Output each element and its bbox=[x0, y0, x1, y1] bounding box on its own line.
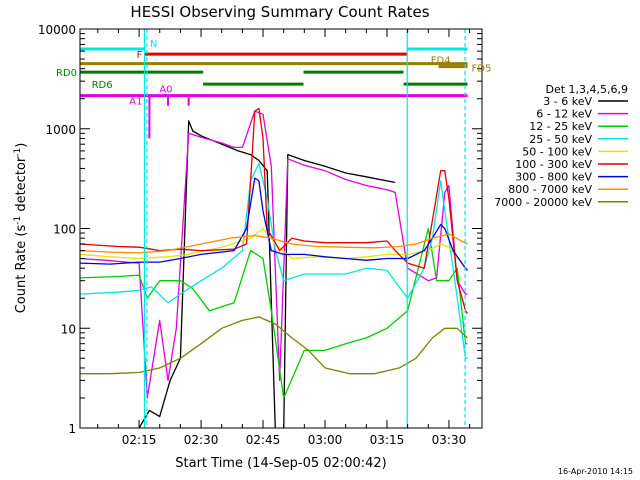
x-tick-label: 03:30 bbox=[432, 433, 467, 447]
state-band-label-n: N bbox=[150, 39, 157, 50]
plot-area bbox=[80, 29, 469, 428]
chart-title: HESSI Observing Summary Count Rates bbox=[130, 3, 429, 21]
series-line-0 bbox=[138, 120, 396, 428]
y-axis-label-mid: detector bbox=[14, 156, 29, 216]
y-axis-ticks: 1 10 100 1000 10000 bbox=[38, 23, 482, 436]
state-band-label-a0: A0 bbox=[159, 85, 172, 96]
y-axis-label-sup2: -1 bbox=[13, 148, 23, 157]
state-band-labels: NF FD4 FD5 RD0 RD6 A1 A0 bbox=[56, 39, 491, 108]
x-axis-ticks: 02:15 02:30 02:45 03:00 03:15 03:30 bbox=[97, 29, 471, 447]
legend-label: 800 - 7000 keV bbox=[508, 183, 592, 196]
y-tick-label: 100 bbox=[53, 223, 76, 237]
series-line-4 bbox=[80, 227, 468, 269]
legend-label: 100 - 300 keV bbox=[515, 158, 592, 171]
x-tick-label: 02:15 bbox=[122, 433, 157, 447]
series-line-2 bbox=[80, 227, 468, 399]
x-tick-label: 03:00 bbox=[308, 433, 343, 447]
series-line-1 bbox=[80, 110, 468, 399]
legend-label: 6 - 12 keV bbox=[536, 108, 592, 121]
x-tick-label: 03:15 bbox=[370, 433, 405, 447]
series-line-8 bbox=[80, 316, 468, 375]
y-tick-label: 1000 bbox=[45, 123, 76, 137]
state-band-label-fd5: FD5 bbox=[472, 64, 492, 75]
y-tick-label: 10 bbox=[61, 322, 76, 336]
legend-title: Det 1,3,4,5,6,9 bbox=[545, 83, 628, 96]
legend-label: 12 - 25 keV bbox=[529, 120, 592, 133]
series-line-7 bbox=[80, 233, 468, 254]
legend-label: 25 - 50 keV bbox=[529, 133, 592, 146]
timestamp-label: 16-Apr-2010 14:15 bbox=[558, 467, 633, 476]
y-axis-label-sup1: -1 bbox=[13, 216, 23, 225]
state-band-label-rd0: RD0 bbox=[56, 68, 77, 79]
state-band-label-f: F bbox=[137, 50, 143, 61]
attenuator-lines bbox=[143, 29, 466, 428]
y-tick-label: 10000 bbox=[38, 23, 76, 37]
legend-label: 3 - 6 keV bbox=[543, 95, 592, 108]
state-band-label-rd6: RD6 bbox=[92, 80, 113, 91]
x-tick-label: 02:30 bbox=[184, 433, 219, 447]
legend-label: 300 - 800 keV bbox=[515, 171, 592, 184]
series-line-6 bbox=[80, 177, 468, 271]
y-tick-label: 1 bbox=[68, 422, 76, 436]
y-axis-label-main: Count Rate (s bbox=[14, 225, 29, 314]
state-bands bbox=[80, 47, 468, 139]
series-line-3 bbox=[80, 162, 468, 359]
legend-label: 50 - 100 keV bbox=[522, 145, 592, 158]
y-axis-label-end: ) bbox=[14, 143, 29, 148]
series-lines bbox=[80, 107, 469, 428]
x-tick-label: 02:45 bbox=[246, 433, 281, 447]
legend-label: 7000 - 20000 keV bbox=[494, 196, 592, 209]
x-axis-label: Start Time (14-Sep-05 02:00:42) bbox=[175, 456, 386, 471]
series-line-5 bbox=[80, 107, 469, 315]
y-axis-label: Count Rate (s-1 detector-1) bbox=[13, 143, 29, 314]
state-band-label-fd4: FD4 bbox=[431, 56, 451, 67]
state-band-label-a1: A1 bbox=[129, 97, 142, 108]
